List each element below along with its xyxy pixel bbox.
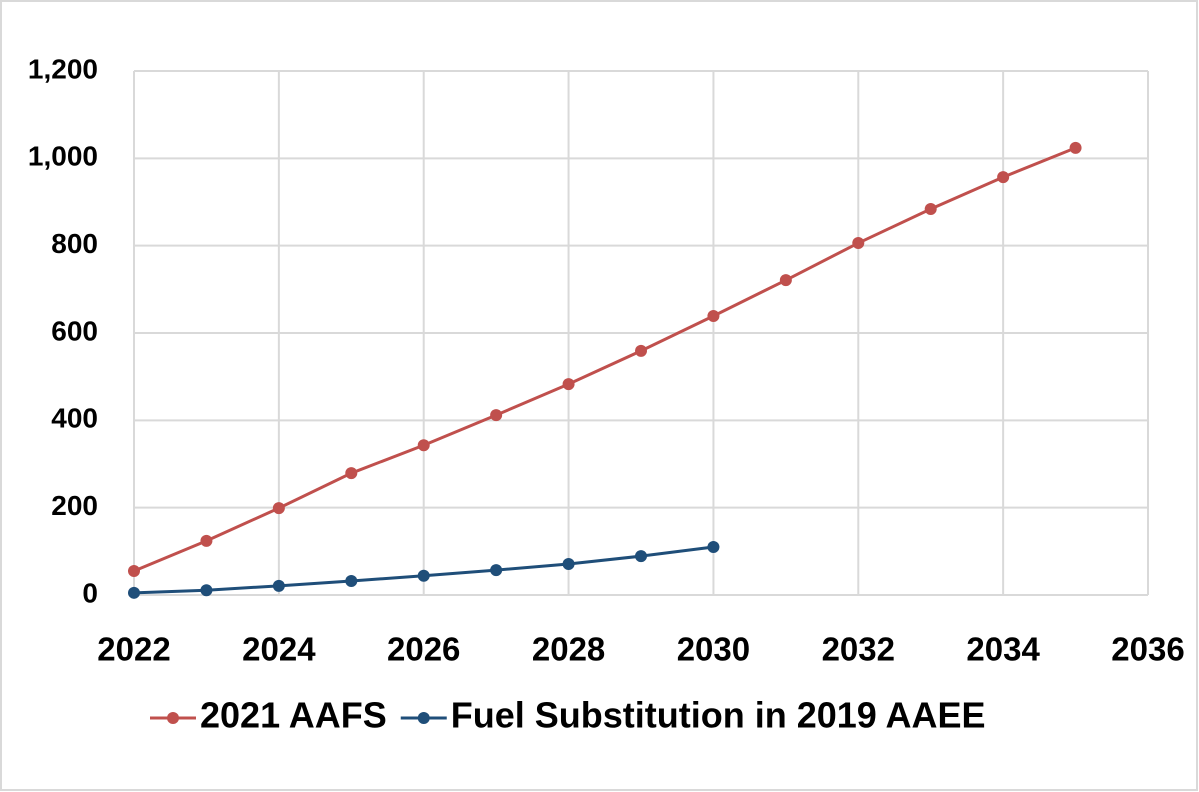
- data-point: [562, 378, 575, 391]
- y-tick-label: 1,200: [28, 53, 98, 84]
- x-tick-label: 2022: [97, 631, 170, 668]
- data-point: [852, 237, 865, 250]
- data-point: [635, 344, 647, 357]
- x-tick-label: 2032: [822, 631, 895, 668]
- x-tick-label: 2036: [1111, 631, 1184, 668]
- x-tick-label: 2024: [242, 631, 316, 668]
- series-line: [133, 146, 1077, 573]
- data-point: [417, 439, 430, 452]
- data-point: [1069, 141, 1082, 154]
- data-point: [128, 564, 140, 577]
- data-point: [635, 550, 647, 563]
- x-tick-label: 2028: [532, 631, 605, 668]
- legend-label: Fuel Substitution in 2019 AAEE: [451, 695, 986, 736]
- data-point: [345, 575, 358, 588]
- y-tick-label: 400: [51, 403, 98, 434]
- x-tick-label: 2034: [966, 631, 1040, 668]
- x-tick-label: 2026: [387, 631, 460, 668]
- y-tick-label: 200: [51, 490, 98, 521]
- data-point: [707, 309, 720, 322]
- data-point: [490, 409, 503, 422]
- y-tick-label: 1,000: [28, 141, 98, 172]
- data-point: [200, 584, 213, 597]
- legend-label: 2021 AAFS: [200, 695, 387, 736]
- data-point: [490, 564, 503, 577]
- data-point: [345, 467, 358, 480]
- legend-marker: [167, 712, 179, 724]
- data-point: [417, 569, 430, 582]
- data-point: [272, 579, 285, 592]
- y-tick-label: 800: [51, 228, 98, 259]
- data-point: [128, 586, 140, 599]
- legend-marker: [417, 712, 430, 724]
- data-point: [924, 202, 937, 215]
- y-tick-label: 0: [82, 577, 98, 608]
- data-point: [779, 274, 792, 287]
- data-point: [707, 540, 720, 553]
- data-point: [200, 534, 213, 547]
- data-point: [272, 502, 285, 515]
- x-tick-label: 2030: [677, 631, 750, 668]
- data-point: [562, 557, 575, 570]
- data-point: [997, 171, 1010, 184]
- y-tick-label: 600: [51, 315, 98, 346]
